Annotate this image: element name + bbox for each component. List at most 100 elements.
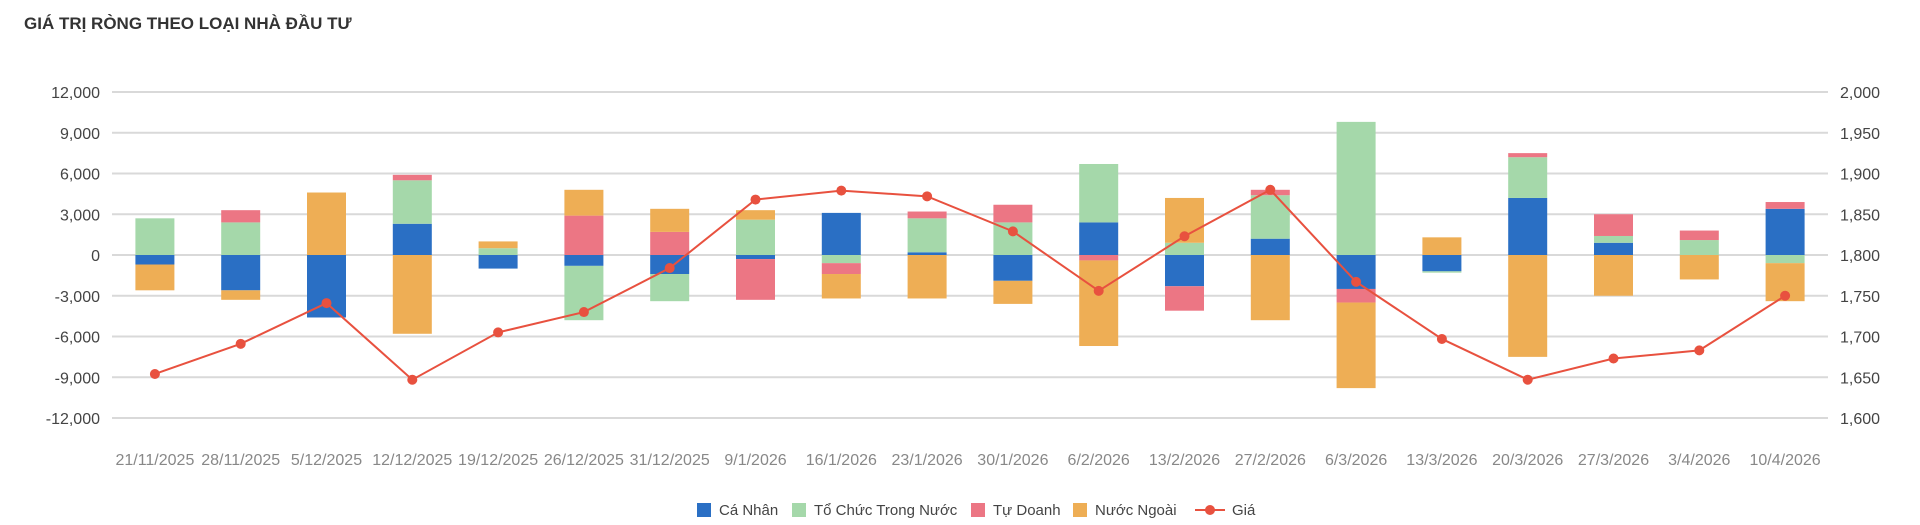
bar-segment-ca-nhan [221,255,261,291]
bar-segment-to-chuc-trong-nuoc [1679,240,1719,255]
bar-segment-nuoc-ngoai [650,208,690,232]
x-tick-label: 3/4/2026 [1668,452,1730,469]
bar-segment-tu-doanh [821,263,861,275]
bar-segment-to-chuc-trong-nuoc [135,218,175,255]
bar-segment-to-chuc-trong-nuoc [478,248,518,255]
y-right-tick-label: 1,750 [1840,289,1880,306]
y-left-tick-label: 0 [91,248,100,265]
x-tick-label: 19/12/2025 [458,452,538,469]
y-right-tick-label: 1,650 [1840,370,1880,387]
legend-ca-nhan-swatch [697,503,711,517]
bar-segment-ca-nhan [135,255,175,265]
bar-segment-nuoc-ngoai [993,280,1033,304]
bar-segment-tu-doanh [907,211,947,219]
bar-segment-ca-nhan [564,255,604,266]
x-tick-label: 20/3/2026 [1492,452,1563,469]
y-right-tick-label: 1,950 [1840,126,1880,143]
y-right-tick-label: 1,800 [1840,248,1880,265]
x-tick-label: 6/2/2026 [1068,452,1130,469]
bar-segment-tu-doanh [1765,202,1805,209]
bar-segment-nuoc-ngoai [1336,302,1376,389]
bar-segment-to-chuc-trong-nuoc [1765,255,1805,264]
price-point [1265,184,1276,195]
price-point [922,191,933,202]
y-right-tick-label: 2,000 [1840,85,1880,102]
x-tick-label: 6/3/2026 [1325,452,1387,469]
bar-segment-tu-doanh [392,174,432,181]
bar-segment-tu-doanh [1508,153,1548,158]
bar-segment-ca-nhan [821,212,861,255]
y-left-tick-label: -9,000 [55,370,100,387]
bar-segment-nuoc-ngoai [307,192,346,255]
bar-segment-nuoc-ngoai [1508,255,1548,357]
bar-segment-nuoc-ngoai [564,189,604,216]
legend-tu-doanh-swatch [971,503,985,517]
price-point [407,374,418,385]
y-left-tick-label: -12,000 [46,411,100,428]
chart-title: GIÁ TRỊ RÒNG THEO LOẠI NHÀ ĐẦU TƯ [24,14,352,33]
bar-segment-nuoc-ngoai [1422,237,1462,255]
price-point [321,298,332,309]
bar-segment-tu-doanh [650,231,690,255]
bar-segment-ca-nhan [1250,238,1290,255]
bar-segment-ca-nhan [478,255,518,269]
x-tick-label: 12/12/2025 [372,452,452,469]
legend-to-chuc-trong-nuoc-swatch [792,503,806,517]
bar-segment-ca-nhan [1165,255,1204,287]
bar-segment-tu-doanh [1165,286,1204,311]
price-point [1179,231,1190,242]
price-point [1436,333,1447,344]
legend-to-chuc-trong-nuoc-label: Tổ Chức Trong Nước [814,502,958,519]
bar-segment-nuoc-ngoai [221,290,261,300]
y-left-tick-label: 9,000 [60,126,100,143]
bar-segment-to-chuc-trong-nuoc [907,218,947,253]
bar-segment-nuoc-ngoai [135,264,175,291]
bar-segment-tu-doanh [736,259,775,300]
price-point [1694,345,1705,356]
bar-segment-tu-doanh [1079,255,1119,261]
price-point [1093,285,1104,296]
x-tick-label: 21/11/2025 [115,452,194,469]
bar-segment-to-chuc-trong-nuoc [1594,235,1633,243]
bar-segment-ca-nhan [993,255,1033,281]
price-point [493,327,504,338]
bar-segment-tu-doanh [993,204,1033,223]
bar-segment-to-chuc-trong-nuoc [1336,121,1376,255]
bar-segment-tu-doanh [221,210,261,223]
legend-tu-doanh-label: Tự Doanh [993,502,1061,519]
x-tick-label: 5/12/2025 [291,452,362,469]
bar-segment-ca-nhan [1765,208,1805,255]
legend-gia-label: Giá [1232,502,1256,519]
legend-ca-nhan-label: Cá Nhân [719,502,778,519]
bar-segment-ca-nhan [907,252,947,255]
x-tick-label: 30/1/2026 [977,452,1048,469]
bar-segment-to-chuc-trong-nuoc [221,222,261,255]
price-point [1780,290,1791,301]
bar-segment-ca-nhan [392,223,432,255]
price-point [578,307,589,318]
bar-segment-ca-nhan [736,255,775,260]
bar-segment-nuoc-ngoai [1679,255,1719,280]
price-line [154,188,1786,381]
y-right-tick-label: 1,900 [1840,167,1880,184]
bar-segment-to-chuc-trong-nuoc [821,255,861,264]
y-left-tick-label: 6,000 [60,167,100,184]
bar-segment-ca-nhan [1422,255,1462,272]
bar-segment-nuoc-ngoai [907,255,947,299]
x-tick-label: 28/11/2025 [201,452,280,469]
x-tick-label: 26/12/2025 [544,452,624,469]
x-tick-label: 9/1/2026 [724,452,786,469]
y-left-tick-label: 12,000 [51,85,100,102]
price-point [1007,226,1018,237]
x-tick-label: 13/3/2026 [1406,452,1477,469]
price-point [235,338,246,349]
bar-segment-tu-doanh [1594,214,1633,236]
bar-segment-nuoc-ngoai [1250,255,1290,321]
bar-segment-to-chuc-trong-nuoc [650,274,690,302]
bar-segment-nuoc-ngoai [736,210,775,220]
bar-segment-nuoc-ngoai [392,255,432,334]
bar-segment-to-chuc-trong-nuoc [1079,163,1119,223]
y-right-tick-label: 1,600 [1840,411,1880,428]
bar-segment-to-chuc-trong-nuoc [736,219,775,255]
